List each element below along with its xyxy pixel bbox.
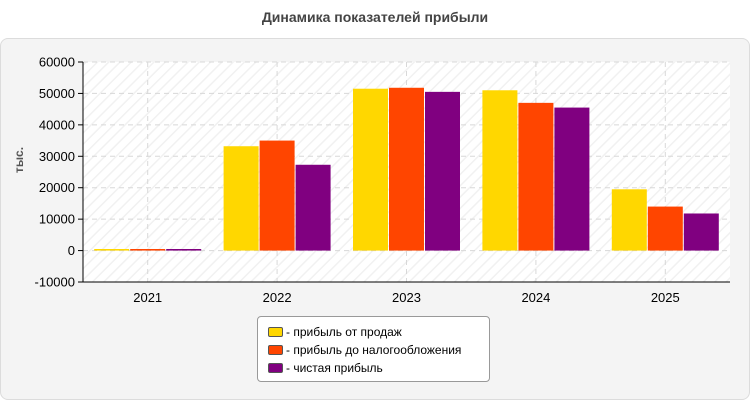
legend-item: - чистая прибыль — [268, 359, 489, 377]
y-tick-label: 60000 — [39, 55, 75, 70]
bar — [223, 146, 259, 251]
bar — [554, 107, 590, 251]
bar — [166, 249, 202, 251]
y-axis-title: тыс. — [12, 147, 26, 173]
legend-item: - прибыль от продаж — [268, 323, 489, 341]
y-tick-label: 10000 — [39, 212, 75, 227]
bar — [683, 213, 719, 251]
legend-item: - прибыль до налогообложения — [268, 341, 489, 359]
y-tick-label: -10000 — [35, 275, 75, 290]
legend-swatch — [268, 345, 283, 355]
y-tick-label: 30000 — [39, 149, 75, 164]
bar — [295, 164, 331, 251]
chart-title: Динамика показателей прибыли — [261, 9, 489, 25]
y-tick-label: 20000 — [39, 180, 75, 195]
legend-label: - прибыль от продаж — [286, 325, 402, 339]
bar — [647, 206, 683, 251]
legend-swatch — [268, 327, 283, 337]
legend-label: - чистая прибыль — [286, 361, 383, 375]
legend-swatch — [268, 363, 283, 373]
legend-label: - прибыль до налогообложения — [286, 343, 462, 357]
x-tick-label: 2025 — [651, 290, 680, 305]
bar — [518, 102, 554, 251]
bar — [259, 140, 295, 251]
axes: -10000 0 10000 20000 30000 40000 50000 60000 202… — [35, 55, 730, 305]
bar — [130, 249, 166, 251]
y-tick-label: 50000 — [39, 86, 75, 101]
bar — [611, 189, 647, 251]
bars — [94, 87, 719, 251]
x-tick-label: 2023 — [392, 290, 421, 305]
bar — [425, 91, 460, 251]
y-tick-label: 0 — [68, 243, 75, 258]
bar — [482, 90, 518, 251]
bar — [389, 87, 424, 251]
x-tick-label: 2024 — [521, 290, 550, 305]
bar — [94, 249, 130, 251]
legend: - прибыль от продаж - прибыль до налогооб… — [257, 316, 490, 382]
y-tick-label: 40000 — [39, 117, 75, 132]
x-tick-label: 2021 — [133, 290, 162, 305]
x-tick-label: 2022 — [263, 290, 292, 305]
bar — [353, 88, 388, 251]
